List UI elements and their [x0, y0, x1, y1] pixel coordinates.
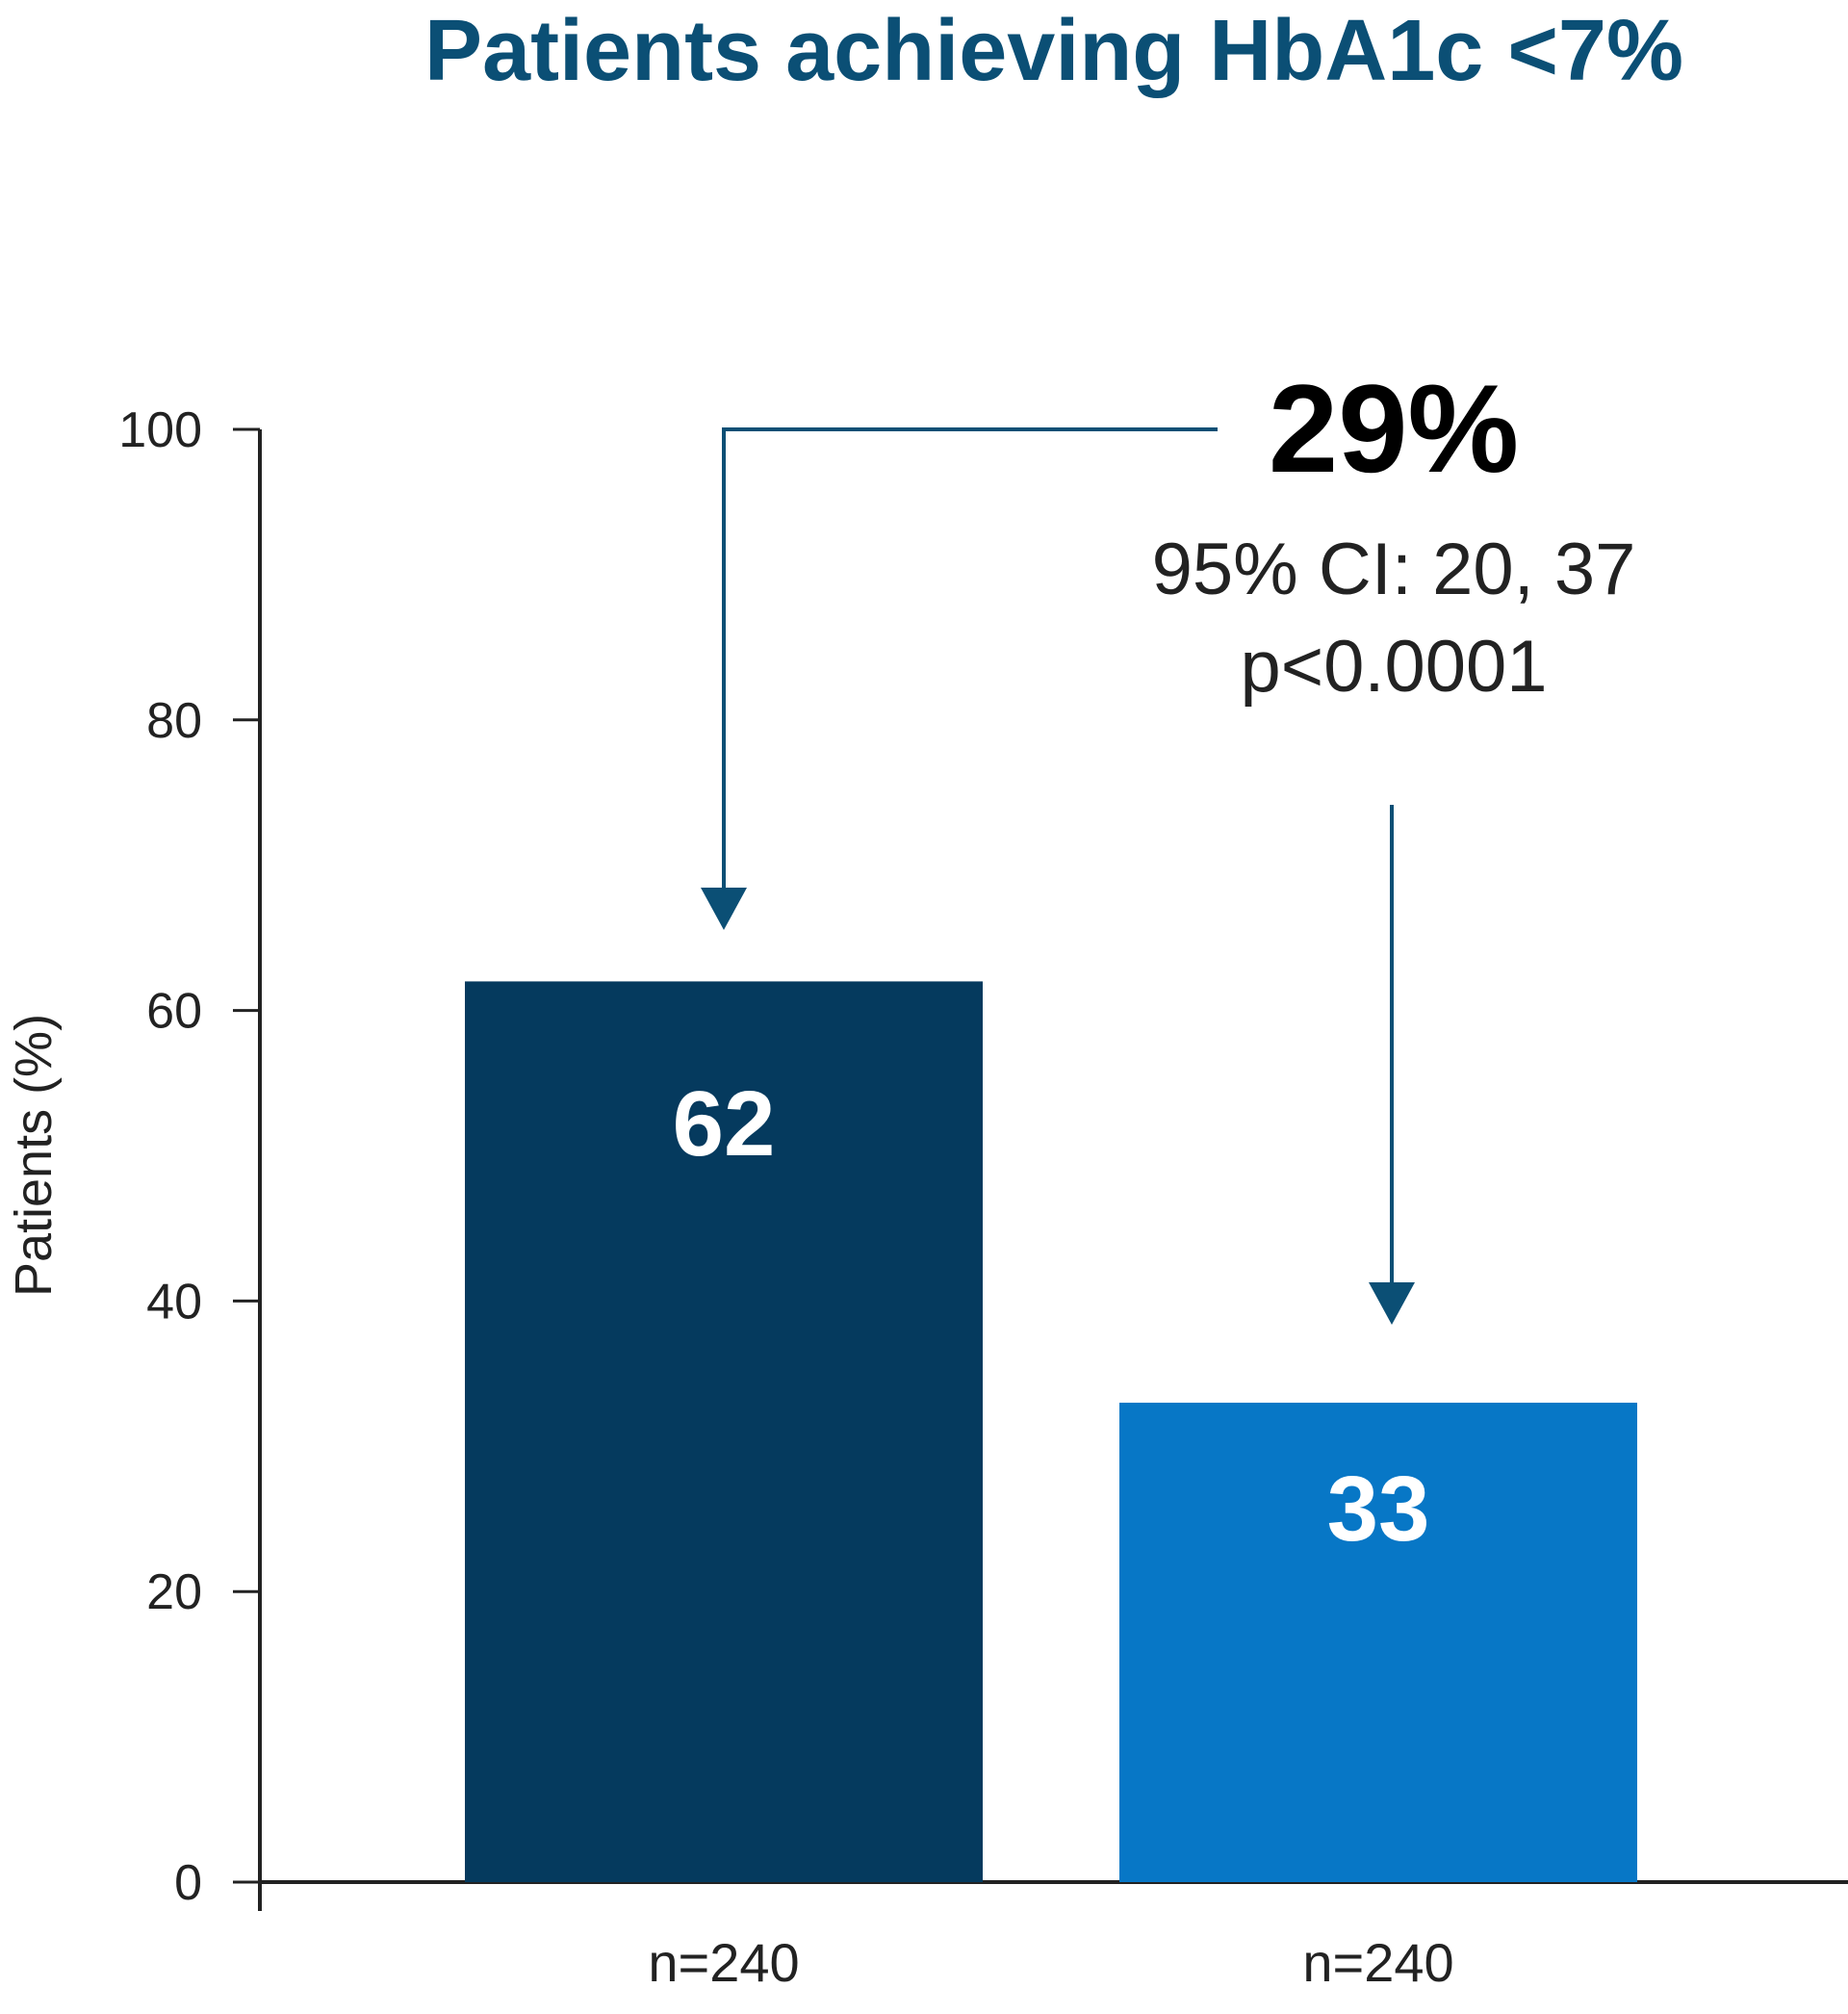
y-tick-label: 40: [146, 1274, 202, 1330]
difference-value: 29%: [1269, 358, 1519, 499]
y-tick-label: 60: [146, 984, 202, 1040]
bar: [465, 981, 983, 1882]
y-tick-label: 80: [146, 693, 202, 749]
difference-annotation: 29% 95% CI: 20, 37 p<0.0001: [701, 358, 1635, 1325]
y-axis-label: Patients (%): [5, 1014, 63, 1297]
bar-value-label: 62: [673, 1072, 776, 1175]
bars: 62 33: [465, 981, 1637, 1882]
arrow-line-left: [722, 427, 1218, 888]
x-category-label: n=240: [1302, 1932, 1453, 1993]
x-category-label: n=240: [648, 1932, 799, 1993]
arrowhead-right: [1369, 1282, 1415, 1325]
p-value: p<0.0001: [1240, 626, 1547, 708]
confidence-interval: 95% CI: 20, 37: [1152, 529, 1636, 610]
y-tick-label: 20: [146, 1564, 202, 1620]
y-tick-label: 100: [118, 402, 202, 458]
y-tick-label: 0: [174, 1855, 202, 1911]
chart-title: Patients achieving HbA1c <7%: [424, 3, 1683, 99]
bar-value-label: 33: [1327, 1458, 1430, 1561]
x-axis-labels: n=240 n=240: [648, 1932, 1453, 1993]
bar: [1119, 1403, 1637, 1882]
arrowhead-left: [701, 888, 747, 930]
